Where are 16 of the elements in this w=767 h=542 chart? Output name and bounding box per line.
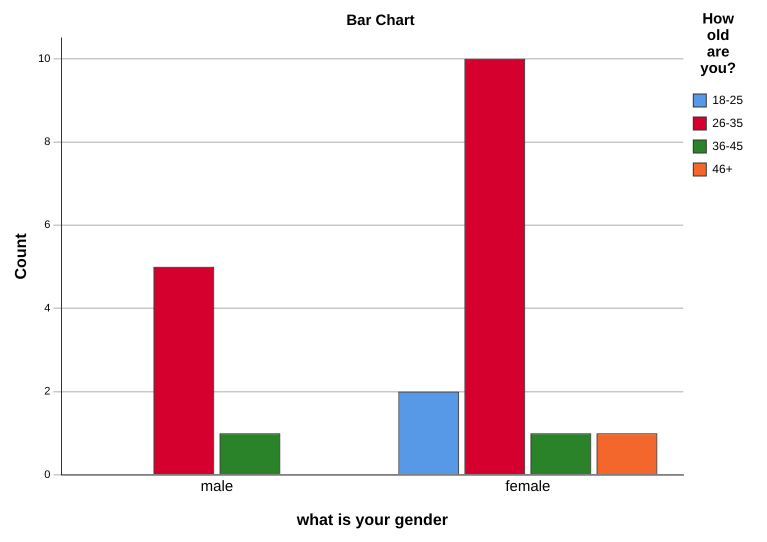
y-tick-label: 2 xyxy=(44,386,50,398)
y-axis-title: Count xyxy=(13,232,30,280)
legend-label: 36-45 xyxy=(712,138,744,153)
y-tick-label: 0 xyxy=(44,468,50,481)
legend-label: 18-25 xyxy=(712,92,744,107)
chart-title: Bar Chart xyxy=(346,12,415,30)
legend-title: How old are you? xyxy=(700,10,736,78)
x-tick-label: male xyxy=(200,478,234,495)
y-tick-label: 8 xyxy=(44,136,50,148)
y-tick-label: 6 xyxy=(44,219,50,232)
y-tick-label: 10 xyxy=(38,52,50,65)
legend-label: 26-35 xyxy=(712,116,744,130)
legend-label: 46+ xyxy=(712,162,733,176)
x-tick-label: female xyxy=(505,478,550,495)
y-tick-label: 4 xyxy=(44,302,50,314)
x-axis-title: what is your gender xyxy=(296,512,448,529)
